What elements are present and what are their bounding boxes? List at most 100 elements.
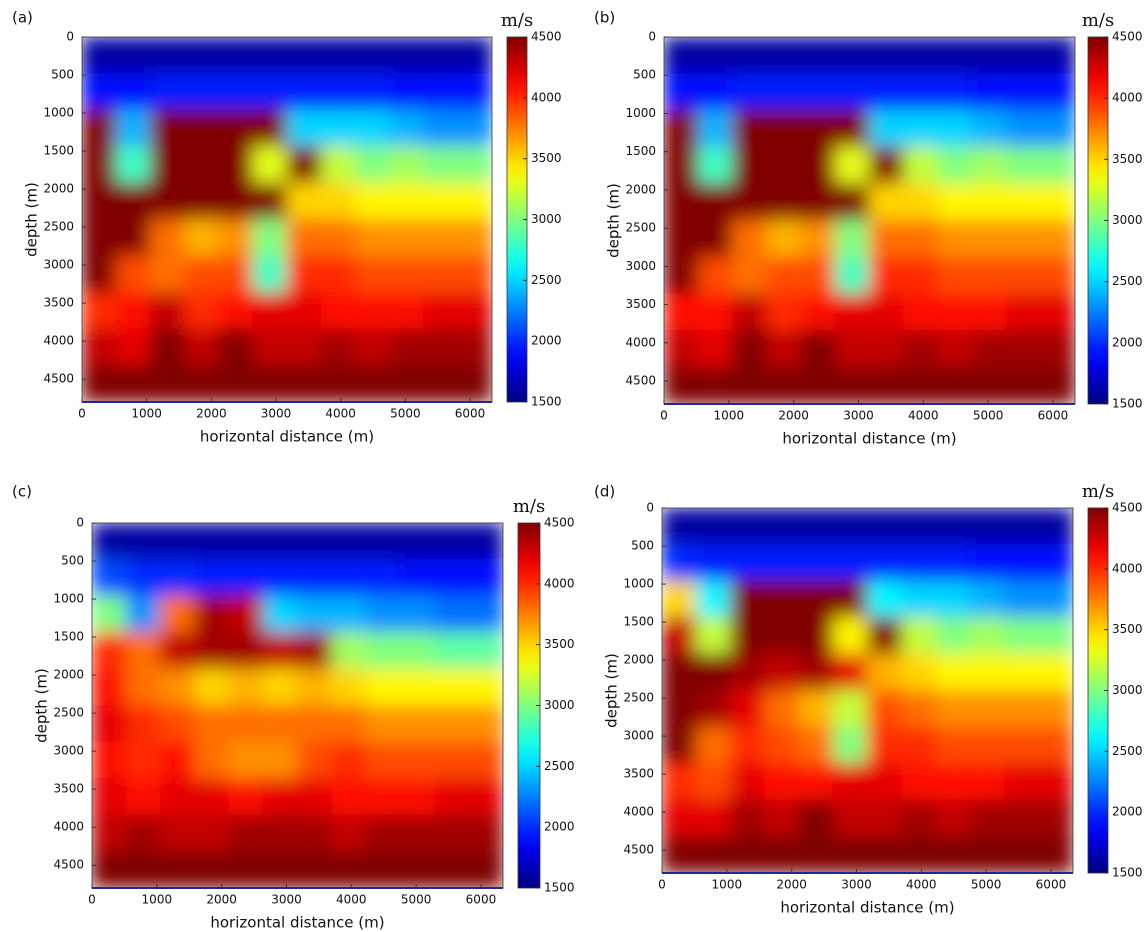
y-tick-label: 1500 xyxy=(43,144,74,158)
cell xyxy=(149,292,185,330)
cell xyxy=(869,109,905,148)
cell xyxy=(184,109,220,147)
cell xyxy=(730,544,766,582)
cell xyxy=(695,653,731,691)
cell xyxy=(262,851,298,888)
cell xyxy=(228,632,264,670)
cell xyxy=(1004,508,1040,545)
cell xyxy=(149,146,185,184)
x-tick-label: 2000 xyxy=(776,878,807,892)
cell xyxy=(730,690,766,728)
cell xyxy=(92,814,127,852)
x-axis-label: horizontal distance (m) xyxy=(780,899,954,917)
cell xyxy=(730,653,766,691)
cell xyxy=(935,580,971,618)
cell xyxy=(867,544,903,582)
cell xyxy=(218,146,254,184)
cell xyxy=(457,182,492,220)
y-tick-label: 3500 xyxy=(53,782,84,796)
cell xyxy=(92,523,127,560)
cell xyxy=(903,183,939,221)
cell xyxy=(969,653,1005,691)
cell xyxy=(1040,366,1075,404)
cell xyxy=(664,220,699,258)
cell xyxy=(764,690,800,728)
cell xyxy=(903,146,939,185)
cell xyxy=(764,763,800,801)
cell xyxy=(971,183,1007,221)
cell xyxy=(320,73,356,111)
cell xyxy=(935,690,971,728)
cell xyxy=(434,632,470,670)
cell xyxy=(457,365,492,402)
cell xyxy=(399,705,435,743)
y-tick-label: 500 xyxy=(51,68,74,82)
cell xyxy=(331,632,367,670)
colorbar-unit: m/s xyxy=(501,10,533,31)
x-tick-label: 4000 xyxy=(908,409,939,423)
cell xyxy=(434,851,470,888)
cell xyxy=(664,146,699,185)
cell xyxy=(389,328,425,366)
cell xyxy=(937,366,973,404)
cell xyxy=(800,109,836,148)
y-tick-label: 3000 xyxy=(625,259,656,273)
cell xyxy=(434,595,470,633)
x-tick-label: 2000 xyxy=(778,409,809,423)
cell xyxy=(434,559,470,597)
colorbar-unit: m/s xyxy=(513,496,545,517)
cell xyxy=(1038,653,1073,691)
cell xyxy=(423,292,459,330)
cell xyxy=(832,508,868,545)
cell xyxy=(1038,726,1073,764)
cell xyxy=(389,109,425,147)
cell xyxy=(664,73,699,111)
cell xyxy=(800,73,836,111)
cell xyxy=(664,293,699,332)
x-tick-label: 0 xyxy=(78,407,86,421)
cell xyxy=(662,544,697,582)
cell xyxy=(468,559,503,597)
cell xyxy=(766,293,802,332)
cell xyxy=(262,778,298,816)
cell xyxy=(867,617,903,655)
cell xyxy=(194,851,230,888)
cell xyxy=(365,559,401,597)
cell xyxy=(695,726,731,764)
cell xyxy=(867,580,903,618)
cell xyxy=(92,595,127,633)
cell xyxy=(297,778,333,816)
y-tick-label: 2000 xyxy=(625,182,656,196)
cell xyxy=(869,183,905,221)
cell xyxy=(834,330,870,368)
cell xyxy=(662,836,697,873)
cell xyxy=(901,653,937,691)
x-tick-label: 0 xyxy=(660,409,668,423)
cell xyxy=(832,726,868,764)
x-tick-label: 3000 xyxy=(843,409,874,423)
cell xyxy=(834,256,870,295)
cell xyxy=(115,292,151,330)
cell xyxy=(389,255,425,293)
y-tick-label: 2000 xyxy=(43,182,74,196)
colorbar-tick-label: 4500 xyxy=(544,516,575,530)
cell xyxy=(457,37,492,74)
cell xyxy=(423,219,459,257)
cell xyxy=(798,617,834,655)
cell xyxy=(125,814,161,852)
cell xyxy=(399,851,435,888)
cell xyxy=(92,851,127,888)
cell xyxy=(971,73,1007,111)
cell xyxy=(901,580,937,618)
cell xyxy=(218,328,254,366)
x-tick-label: 4000 xyxy=(336,893,367,907)
colorbar-tick-label: 1500 xyxy=(1112,866,1143,880)
cell xyxy=(389,182,425,220)
cell xyxy=(252,109,288,147)
cell xyxy=(194,595,230,633)
cell xyxy=(286,146,322,184)
cell xyxy=(1004,617,1040,655)
cell xyxy=(468,595,503,633)
cell xyxy=(730,726,766,764)
cell xyxy=(194,523,230,560)
